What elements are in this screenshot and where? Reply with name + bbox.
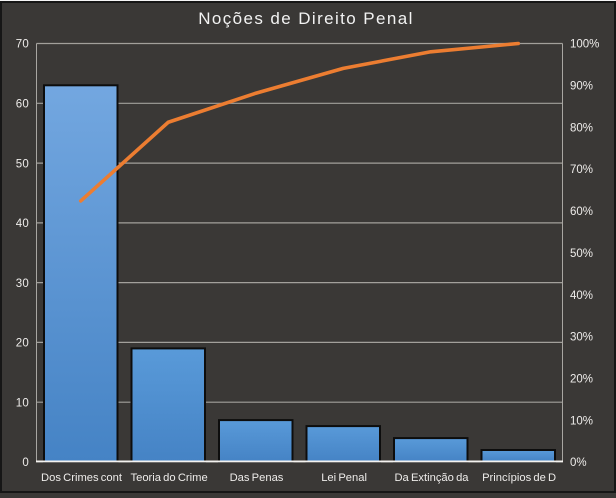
- svg-text:90%: 90%: [570, 81, 593, 93]
- svg-text:Lei Penal: Lei Penal: [321, 472, 367, 484]
- svg-text:Princípios de D: Princípios de D: [482, 472, 556, 484]
- svg-text:100%: 100%: [570, 39, 599, 51]
- svg-text:80%: 80%: [570, 122, 593, 134]
- svg-text:20%: 20%: [570, 374, 593, 386]
- svg-text:0%: 0%: [570, 457, 587, 469]
- svg-text:70: 70: [16, 39, 29, 51]
- svg-text:Das Penas: Das Penas: [230, 472, 284, 484]
- svg-text:Da Extinção da: Da Extinção da: [394, 472, 469, 484]
- svg-text:70%: 70%: [570, 164, 593, 176]
- svg-text:50%: 50%: [570, 248, 593, 260]
- svg-text:60%: 60%: [570, 206, 593, 218]
- svg-text:0: 0: [22, 457, 29, 469]
- svg-text:10%: 10%: [570, 415, 593, 427]
- svg-text:10: 10: [16, 397, 29, 409]
- svg-text:30: 30: [16, 278, 29, 290]
- svg-text:Teoria do Crime: Teoria do Crime: [131, 472, 208, 484]
- svg-text:Dos Crimes cont: Dos Crimes cont: [41, 472, 123, 484]
- svg-text:Noções de Direito Penal: Noções de Direito Penal: [198, 9, 414, 28]
- svg-text:30%: 30%: [570, 332, 593, 344]
- svg-text:40: 40: [16, 218, 29, 230]
- svg-text:40%: 40%: [570, 290, 593, 302]
- svg-text:20: 20: [16, 338, 29, 350]
- svg-text:50: 50: [16, 158, 29, 170]
- svg-text:60: 60: [16, 99, 29, 111]
